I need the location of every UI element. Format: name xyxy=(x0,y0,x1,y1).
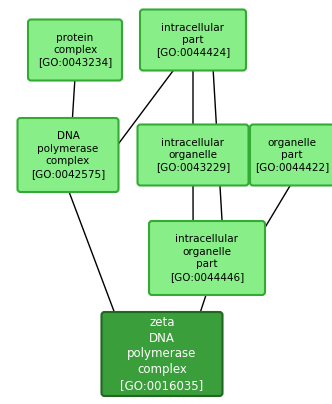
Text: protein
complex
[GO:0043234]: protein complex [GO:0043234] xyxy=(38,33,112,67)
FancyBboxPatch shape xyxy=(149,221,265,295)
FancyBboxPatch shape xyxy=(140,10,246,71)
FancyBboxPatch shape xyxy=(137,124,248,185)
FancyBboxPatch shape xyxy=(102,312,222,396)
FancyBboxPatch shape xyxy=(28,19,122,80)
FancyBboxPatch shape xyxy=(18,118,119,192)
Text: zeta
DNA
polymerase
complex
[GO:0016035]: zeta DNA polymerase complex [GO:0016035] xyxy=(121,316,204,393)
Text: intracellular
organelle
part
[GO:0044446]: intracellular organelle part [GO:0044446… xyxy=(170,234,244,282)
FancyBboxPatch shape xyxy=(250,124,332,185)
Text: intracellular
organelle
[GO:0043229]: intracellular organelle [GO:0043229] xyxy=(156,138,230,173)
Text: organelle
part
[GO:0044422]: organelle part [GO:0044422] xyxy=(255,138,329,173)
Text: DNA
polymerase
complex
[GO:0042575]: DNA polymerase complex [GO:0042575] xyxy=(31,131,105,179)
Text: intracellular
part
[GO:0044424]: intracellular part [GO:0044424] xyxy=(156,23,230,57)
